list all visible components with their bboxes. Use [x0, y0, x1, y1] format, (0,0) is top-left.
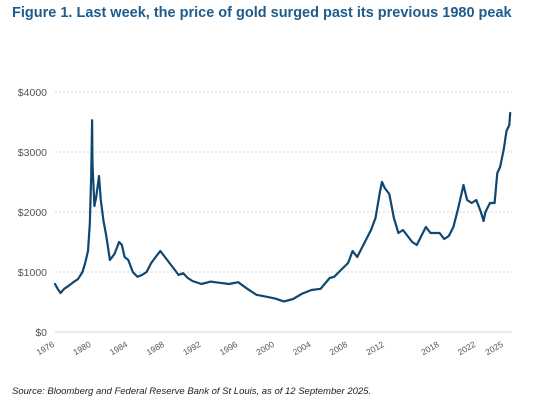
y-tick-label: $0 — [35, 327, 47, 339]
x-tick-label: 1988 — [145, 339, 167, 357]
source-note: Source: Bloomberg and Federal Reserve Ba… — [12, 386, 372, 397]
x-tick-label: 2004 — [291, 339, 313, 357]
x-tick-label: 1980 — [71, 339, 93, 357]
x-tick-label: 2000 — [254, 339, 276, 357]
chart-title: Figure 1. Last week, the price of gold s… — [12, 5, 512, 21]
gridlines — [55, 91, 512, 333]
x-tick-label: 2008 — [328, 339, 350, 357]
y-tick-label: $4000 — [18, 87, 47, 99]
y-tick-label: $2000 — [18, 207, 47, 219]
x-tick-label: 1992 — [181, 339, 203, 357]
x-tick-label: 2025 — [483, 339, 505, 357]
x-axis-ticks: 1976 1980 1984 1988 1992 1996 2000 2004 2008 2012… — [35, 339, 505, 357]
x-tick-label: 2012 — [364, 339, 386, 357]
y-tick-label: $3000 — [18, 147, 47, 159]
x-tick-label: 2022 — [456, 339, 478, 357]
x-tick-label: 1976 — [35, 339, 57, 357]
y-axis-ticks: $0 $1000 $2000 $3000 $4000 — [18, 87, 47, 339]
x-tick-label: 2018 — [419, 339, 441, 357]
gold-price-line — [53, 111, 512, 303]
x-tick-label: 1996 — [218, 339, 240, 357]
y-tick-label: $1000 — [18, 267, 47, 279]
x-tick-label: 1984 — [108, 339, 130, 357]
